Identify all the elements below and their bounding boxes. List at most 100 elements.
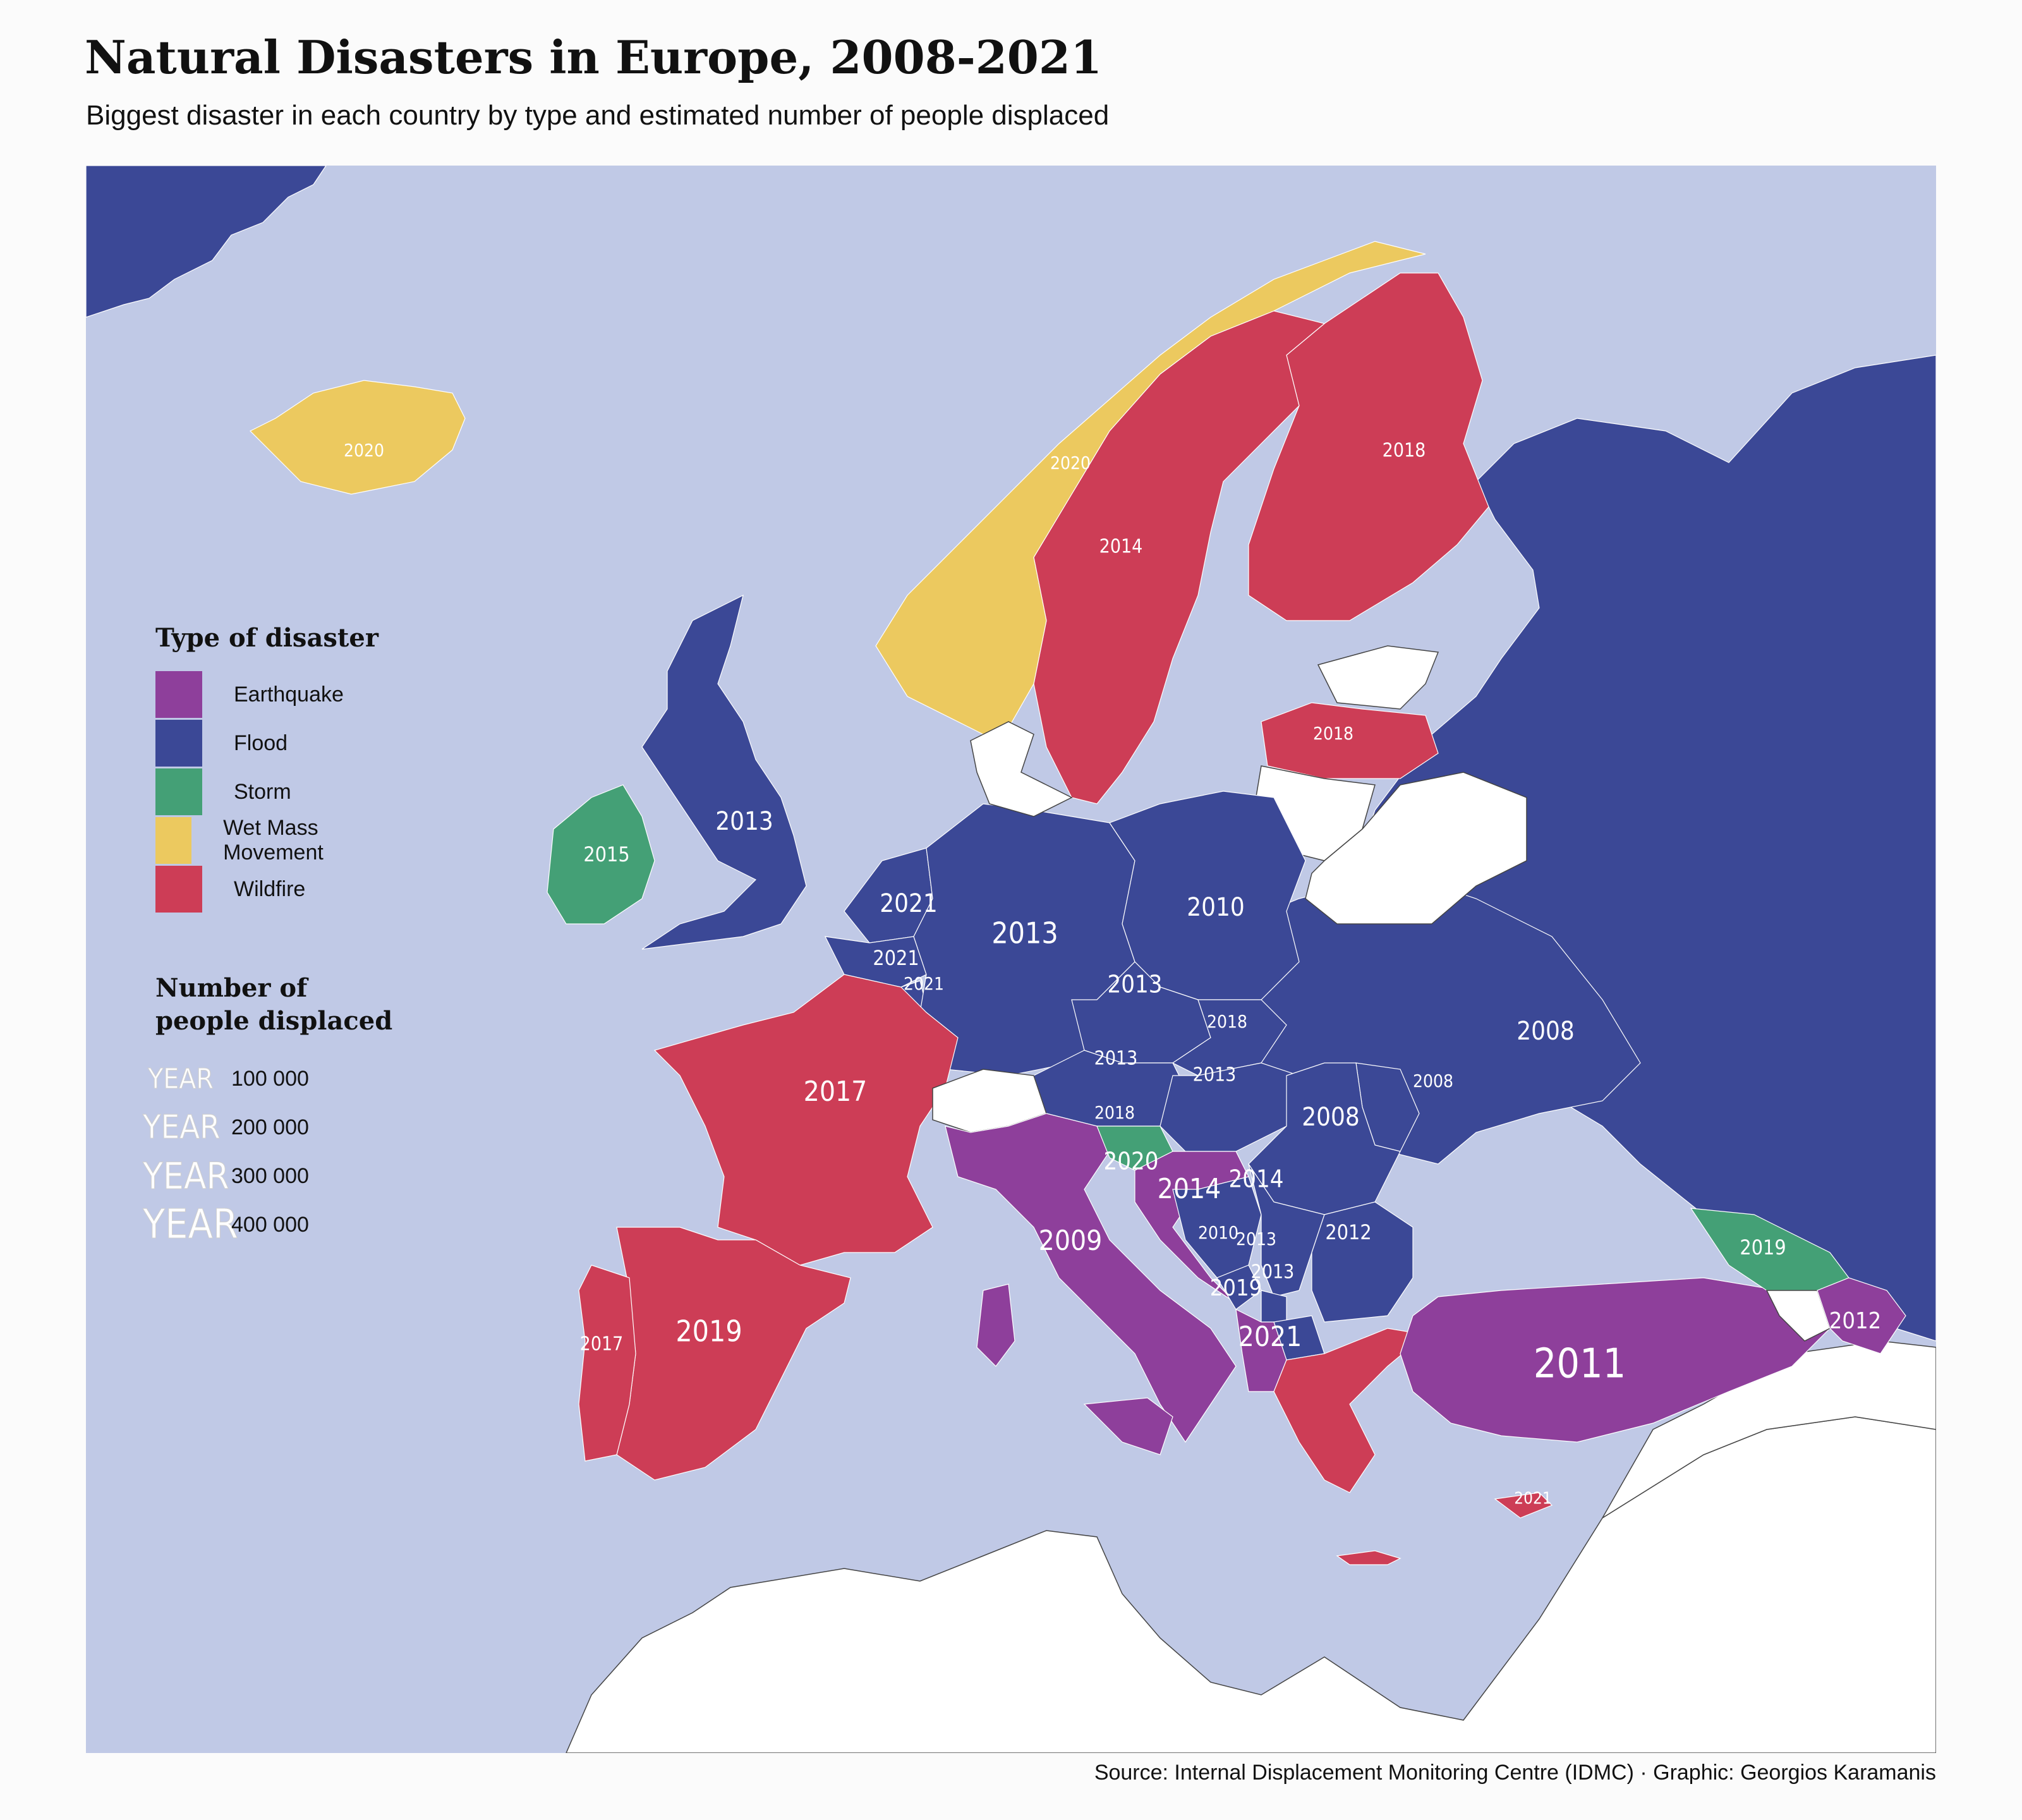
legend-label-earthquake: Earthquake — [234, 682, 344, 707]
size-sample-400000: YEAR — [143, 1201, 239, 1249]
map-subtitle: Biggest disaster in each country by type… — [86, 100, 1110, 131]
size-sample-200000: YEAR — [143, 1108, 221, 1147]
legend-item-wet-mass-movement: Wet Mass Movement — [155, 816, 378, 864]
italy-region — [945, 1113, 1237, 1443]
finland-year-label: 2018 — [1383, 440, 1426, 462]
turkey-year-label: 2011 — [1534, 1341, 1626, 1388]
montenegro-year-label: 2010 — [1198, 1222, 1238, 1243]
uk-region — [641, 594, 807, 950]
croatia-region — [1134, 1151, 1249, 1304]
displaced-legend-title-line1: Number of — [155, 973, 308, 1003]
romania-year-label: 2008 — [1302, 1103, 1360, 1132]
size-legend-item-300000: YEAR 300 000 — [143, 1154, 309, 1198]
albania-year-label: 2019 — [1210, 1275, 1262, 1301]
cyprus-region — [1494, 1492, 1553, 1519]
size-legend-item-100000: YEAR 100 000 — [143, 1057, 309, 1101]
greenland-region — [86, 166, 327, 318]
croatia-year-label: 2020 — [1104, 1148, 1159, 1175]
finland-region — [1248, 272, 1489, 621]
size-label-300000: 300 000 — [231, 1163, 309, 1188]
ireland-region — [547, 784, 655, 925]
ukraine-year-label: 2008 — [1516, 1017, 1575, 1046]
serbia-region — [1248, 1163, 1325, 1297]
storm-swatch — [155, 768, 202, 815]
legend-item-wildfire: Wildfire — [155, 866, 305, 913]
north-macedonia-year-label: 2013 — [1251, 1261, 1295, 1283]
bosnia-year-label: 2014 — [1158, 1173, 1221, 1205]
bosnia-region — [1172, 1176, 1262, 1278]
estonia-region — [1317, 645, 1439, 710]
turkey-region — [1400, 1277, 1831, 1443]
slovenia-year-label: 2018 — [1094, 1102, 1135, 1123]
legend-item-storm: Storm — [155, 768, 291, 815]
hungary-year-label: 2013 — [1193, 1064, 1237, 1086]
disaster-type-legend: Type of disaster Earthquake Flood Storm … — [155, 622, 378, 913]
crete-region — [1336, 1550, 1401, 1565]
legend-label-flood: Flood — [234, 731, 288, 755]
luxembourg-year-label: 2021 — [904, 973, 944, 994]
sicily-region — [1083, 1397, 1173, 1455]
latvia-region — [1261, 702, 1439, 779]
legend-item-flood: Flood — [155, 720, 288, 767]
europe-map: 2020 2020 2014 2018 2018 2013 2015 2021 … — [86, 166, 1936, 1753]
size-label-100000: 100 000 — [231, 1066, 309, 1091]
denmark-region — [970, 721, 1073, 817]
czechia-year-label: 2013 — [1108, 971, 1163, 998]
georgia-year-label: 2019 — [1740, 1235, 1786, 1259]
uk-year-label: 2013 — [715, 807, 773, 836]
legend-item-earthquake: Earthquake — [155, 671, 344, 718]
bulgaria-region — [1311, 1201, 1414, 1323]
poland-region — [1109, 791, 1306, 1000]
size-legend-item-400000: YEAR 400 000 — [143, 1201, 309, 1249]
sardinia-region — [976, 1283, 1015, 1367]
legend-label-wet-mass-movement: Wet Mass Movement — [223, 816, 324, 864]
size-sample-100000: YEAR — [148, 1062, 214, 1095]
greece-year-label: 2021 — [1238, 1321, 1302, 1353]
earthquake-swatch — [155, 671, 202, 718]
armenia-region — [1765, 1290, 1831, 1342]
displaced-size-legend: Number of people displaced YEAR 100 000 … — [143, 972, 393, 1249]
size-legend-item-200000: YEAR 200 000 — [143, 1105, 309, 1150]
austria-year-label: 2013 — [1094, 1048, 1138, 1070]
size-label-400000: 400 000 — [231, 1212, 309, 1237]
netherlands-year-label: 2021 — [880, 889, 938, 918]
wildfire-swatch — [155, 866, 202, 913]
portugal-year-label: 2017 — [580, 1333, 624, 1356]
serbia-year-label: 2014 — [1229, 1165, 1284, 1193]
size-label-200000: 200 000 — [231, 1115, 309, 1139]
azerbaijan-year-label: 2012 — [1829, 1308, 1881, 1334]
romania-region — [1248, 1062, 1401, 1215]
latvia-year-label: 2018 — [1313, 723, 1353, 744]
bulgaria-year-label: 2012 — [1325, 1220, 1371, 1244]
norway-region — [875, 241, 1426, 735]
legend-label-storm: Storm — [234, 779, 291, 804]
ireland-year-label: 2015 — [583, 842, 629, 866]
belarus-region — [1305, 772, 1527, 925]
poland-year-label: 2010 — [1187, 893, 1245, 922]
azerbaijan-region — [1817, 1277, 1906, 1354]
kosovo-year-label: 2013 — [1236, 1228, 1276, 1249]
spain-year-label: 2019 — [675, 1314, 742, 1349]
moldova-year-label: 2008 — [1413, 1071, 1453, 1091]
france-year-label: 2017 — [804, 1076, 868, 1108]
legend-label-wildfire: Wildfire — [234, 877, 306, 901]
germany-year-label: 2013 — [991, 916, 1058, 950]
sweden-year-label: 2014 — [1099, 536, 1143, 558]
region-year-labels: 2020 2020 2014 2018 2018 2013 2015 2021 … — [344, 440, 1881, 1508]
displaced-legend-title-line2: people displaced — [155, 1006, 393, 1036]
greece-region — [1273, 1328, 1427, 1493]
size-sample-300000: YEAR — [143, 1155, 230, 1198]
flood-swatch — [155, 720, 202, 767]
france-region — [653, 974, 959, 1266]
italy-year-label: 2009 — [1039, 1225, 1103, 1257]
disaster-type-legend-title: Type of disaster — [155, 623, 378, 653]
portugal-region — [578, 1265, 636, 1462]
iceland-region — [249, 380, 466, 495]
slovakia-year-label: 2018 — [1207, 1011, 1247, 1032]
map-title: Natural Disasters in Europe, 2008-2021 — [85, 30, 1103, 84]
belgium-year-label: 2021 — [873, 946, 919, 970]
middle-east-land — [1602, 1340, 1936, 1519]
cyprus-year-label: 2021 — [1514, 1489, 1552, 1508]
source-credit: Source: Internal Displacement Monitoring… — [1094, 1761, 1936, 1785]
norway-year-label: 2020 — [1050, 452, 1091, 473]
